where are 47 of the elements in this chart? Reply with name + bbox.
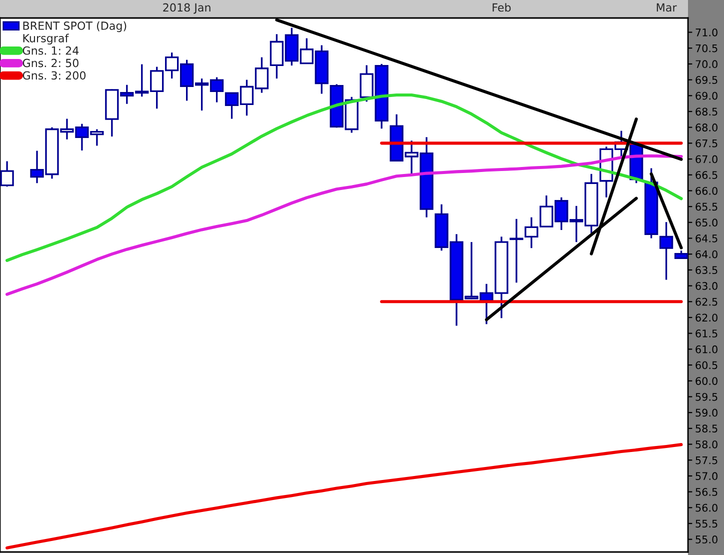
legend-label: Gns. 1: 24 [22, 46, 79, 55]
y-tick-label: 65.0 [696, 218, 718, 227]
line-series [6, 443, 683, 550]
y-tick-label: 64.0 [696, 250, 718, 258]
candlestick [659, 221, 674, 281]
x-tick-label: Feb [492, 3, 511, 12]
y-tick-label: 71.0 [696, 28, 718, 36]
y-tick-label: 62.5 [696, 298, 718, 306]
y-tick-label: 67.5 [696, 139, 718, 148]
y-tick-label: 62.0 [696, 314, 718, 322]
y-tick-label: 59.0 [696, 408, 718, 417]
annotation: Kursgraf [23, 34, 69, 45]
y-tick-label: 55.5 [696, 520, 718, 528]
y-tick-label: 68.0 [696, 124, 718, 132]
y-tick-label: 63.0 [696, 282, 718, 290]
y-tick-label: 57.0 [696, 472, 718, 480]
y-tick-label: 70.5 [696, 44, 718, 52]
y-tick-label: 56.0 [696, 504, 718, 512]
y-tick-label: 69.0 [696, 92, 718, 100]
candlestick [0, 160, 14, 188]
y-tick-label: 66.5 [696, 171, 718, 179]
legend-label: Gns. 2: 50 [22, 58, 78, 68]
y-tick-label: 61.0 [696, 345, 718, 354]
y-tick-label: 67.0 [696, 155, 718, 164]
legend-label: Gns. 3: 200 [22, 71, 86, 80]
candlestick [510, 218, 524, 284]
y-tick-label: 57.5 [696, 456, 718, 464]
y-tick-label: 60.5 [696, 361, 718, 370]
line-series [6, 93, 683, 262]
y-tick-label: 66.0 [696, 186, 718, 195]
y-tick-label: 61.5 [696, 330, 718, 338]
y-tick-label: 70.0 [696, 60, 718, 68]
line-series [6, 154, 683, 296]
y-tick-label: 69.5 [696, 76, 718, 84]
y-tick-label: 58.0 [696, 440, 718, 448]
y-tick-label: 60.0 [696, 377, 718, 385]
y-tick-label: 68.5 [696, 108, 718, 116]
y-tick-label: 58.5 [696, 424, 718, 433]
x-tick-label: 2018 Jan [163, 3, 210, 14]
legend-label: BRENT SPOT (Dag) [23, 21, 126, 32]
y-tick-label: 65.5 [696, 202, 718, 211]
y-tick-label: 55.0 [696, 536, 718, 544]
y-tick-label: 63.5 [696, 266, 718, 274]
y-tick-label: 64.5 [696, 234, 718, 242]
x-tick-label: Mar [656, 3, 677, 12]
y-tick-label: 59.5 [696, 392, 718, 401]
y-tick-label: 56.5 [696, 488, 718, 496]
